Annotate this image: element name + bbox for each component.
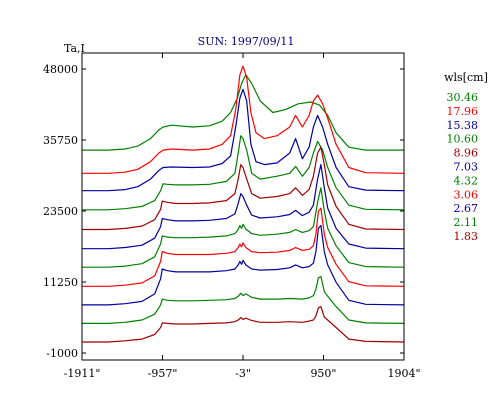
legend-entry-5: 7.03 [454,161,479,174]
series-line-8 [82,224,405,306]
y-tick-label: -1000 [46,347,78,360]
legend-entry-6: 4.32 [454,174,479,187]
series-line-1 [82,65,405,174]
y-tick-label: 48000 [43,63,78,76]
x-tick-label: -957" [148,367,178,380]
legend-entry-2: 15.38 [447,119,479,132]
y-axis-label: Ta,I [64,42,85,55]
legend-entry-1: 17.96 [447,105,479,118]
x-tick-label: -1911" [64,367,101,380]
x-tick-label: 1904" [387,367,420,380]
legend-entry-3: 10.60 [447,133,479,146]
series-line-6 [82,187,405,268]
chart-title: SUN: 1997/09/11 [198,35,295,48]
legend-entry-10: 1.83 [454,230,479,243]
y-tick-label: 35750 [43,134,78,147]
legend-title: wls[cm] [444,71,488,84]
series-line-4 [82,146,405,231]
x-tick-label: -3" [235,367,251,380]
legend-entry-9: 2.11 [454,216,479,229]
y-tick-label: 23500 [43,205,78,218]
series-line-7 [82,207,405,287]
y-tick-label: 11250 [43,276,78,289]
series-line-9 [82,275,405,324]
legend-entry-7: 3.06 [454,188,479,201]
series-layer [82,65,405,343]
tick-layer: 48000 35750 23500 11250 -1000 -1911" -957" -3" 9… [43,53,421,380]
x-tick-label: 950" [310,367,336,380]
series-line-10 [82,306,405,343]
legend-entry-8: 2.67 [454,202,479,215]
legend-entry-0: 30.46 [447,91,479,104]
legend-entry-4: 8.96 [454,147,479,160]
legend: 30.4617.9615.3810.608.967.034.323.062.67… [447,91,479,243]
series-line-3 [82,135,405,211]
series-line-5 [82,164,405,250]
series-line-2 [82,88,405,192]
